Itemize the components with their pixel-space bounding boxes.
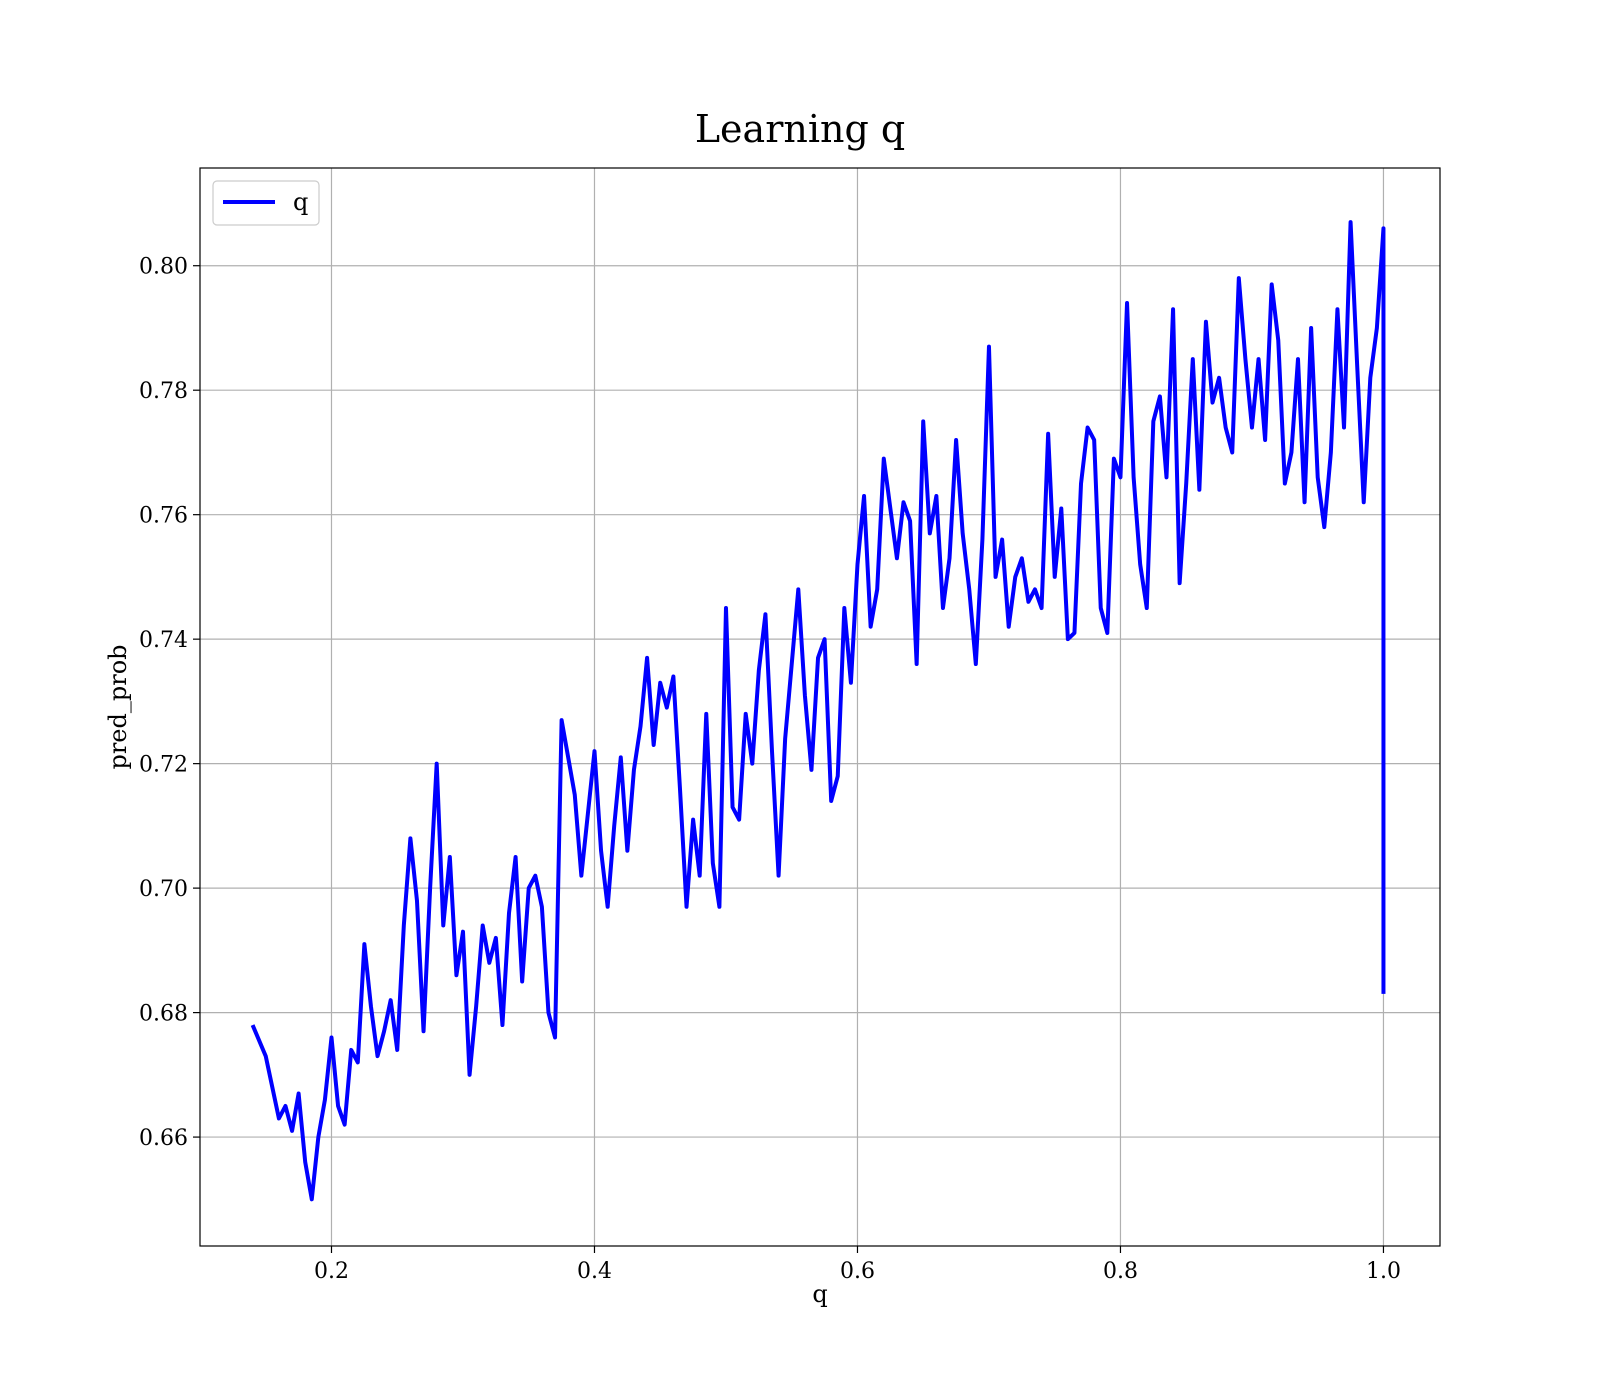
- x-tick-label: 0.4: [577, 1259, 612, 1284]
- y-tick-label: 0.74: [139, 628, 188, 653]
- x-tick-label: 1.0: [1366, 1259, 1401, 1284]
- y-tick-label: 0.72: [139, 753, 188, 778]
- axis-ticks: 0.2 0.4 0.6 0.8 1.0 0.66 0.68 0.70 0.72 0.74 0.76 0…: [139, 255, 1401, 1284]
- legend-label-q: q: [293, 188, 308, 216]
- plot-frame: [199, 167, 1441, 1247]
- y-tick-label: 0.70: [139, 877, 188, 902]
- y-tick-label: 0.66: [139, 1126, 188, 1151]
- x-tick-label: 0.2: [314, 1259, 349, 1284]
- y-tick-label: 0.80: [139, 255, 188, 280]
- grid: [200, 168, 1440, 1246]
- y-tick-label: 0.78: [139, 379, 188, 404]
- x-tick-label: 0.8: [1103, 1259, 1138, 1284]
- y-tick-label: 0.68: [139, 1002, 188, 1027]
- series-line-q: [250, 220, 1386, 1202]
- y-axis-label: pred_prob: [104, 644, 132, 769]
- legend: q: [212, 180, 320, 226]
- chart-title: Learning q: [695, 107, 905, 151]
- x-axis-label: q: [812, 1280, 827, 1308]
- y-tick-label: 0.76: [139, 504, 188, 529]
- x-tick-label: 0.6: [840, 1259, 875, 1284]
- series-layer: [250, 220, 1386, 1202]
